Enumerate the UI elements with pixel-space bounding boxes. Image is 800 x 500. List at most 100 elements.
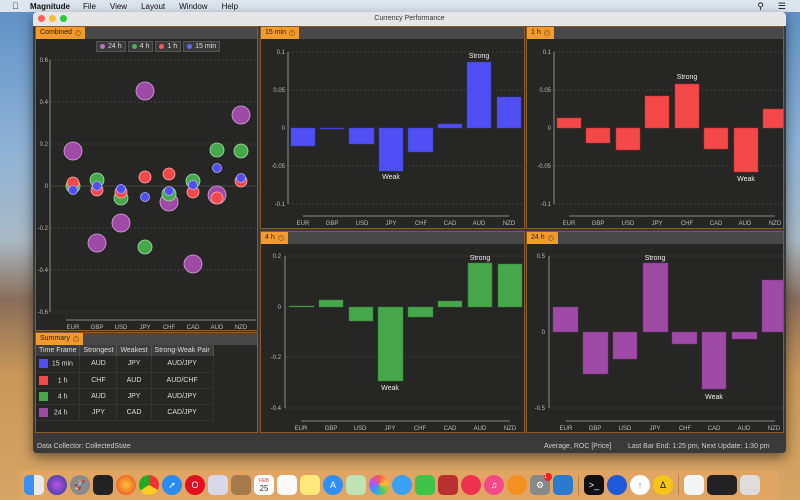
menu-view[interactable]: View xyxy=(109,1,128,11)
photo-booth-icon[interactable] xyxy=(438,475,458,495)
music-icon[interactable]: ♫ xyxy=(484,475,504,495)
svg-text:-0.05: -0.05 xyxy=(537,164,551,170)
svg-text:NZD: NZD xyxy=(768,426,781,432)
strong-label: Strong xyxy=(469,53,490,60)
reminders-icon[interactable] xyxy=(277,475,297,495)
close-tab-icon[interactable]: × xyxy=(547,235,554,241)
legend-4h[interactable]: 4 h xyxy=(127,41,154,52)
notes-icon[interactable] xyxy=(300,475,320,495)
header-time-frame[interactable]: Time Frame xyxy=(36,345,81,356)
spotlight-search-icon[interactable]: ⚲ xyxy=(757,1,764,11)
close-tab-icon[interactable]: × xyxy=(289,30,296,36)
magnitude-app-icon[interactable]: Δ xyxy=(653,475,673,495)
document-icon[interactable] xyxy=(684,475,704,495)
siri-icon[interactable] xyxy=(47,475,67,495)
contacts-icon[interactable] xyxy=(231,475,251,495)
transmit-icon[interactable]: ↑ xyxy=(630,475,650,495)
close-tab-icon[interactable]: × xyxy=(72,336,79,342)
apple-icon[interactable]:  xyxy=(12,1,22,11)
legend-1h[interactable]: 1 h xyxy=(155,41,182,52)
launchpad-icon[interactable]: 🚀 xyxy=(70,475,90,495)
xcode-icon[interactable] xyxy=(553,475,573,495)
legend-label: 4 h xyxy=(139,43,150,50)
close-tab-icon[interactable]: × xyxy=(74,30,81,36)
time-frame: 15 min xyxy=(51,360,73,368)
chrome-icon[interactable] xyxy=(139,475,159,495)
minimize-window-button[interactable] xyxy=(49,15,56,22)
menu-file[interactable]: File xyxy=(83,1,96,11)
svg-text:0.5: 0.5 xyxy=(537,254,546,260)
weakest-cell: CAD xyxy=(116,404,152,421)
table-row[interactable]: 4 h AUD JPY AUD/JPY xyxy=(36,388,214,405)
svg-text:CAD: CAD xyxy=(444,221,457,227)
combined-legend: 24 h 4 h 1 h 15 min xyxy=(96,41,221,52)
news-icon[interactable] xyxy=(461,475,481,495)
menu-help[interactable]: Help xyxy=(221,1,239,11)
tab-24h[interactable]: 24 h × xyxy=(527,232,558,244)
messages-icon[interactable] xyxy=(392,475,412,495)
svg-text:0.2: 0.2 xyxy=(273,254,282,260)
finder-icon[interactable] xyxy=(24,475,44,495)
menu-layout[interactable]: Layout xyxy=(141,1,166,11)
svg-text:NZD: NZD xyxy=(503,221,516,227)
firefox-icon[interactable] xyxy=(116,475,136,495)
terminal-icon[interactable]: >_ xyxy=(584,475,604,495)
minimized-window-icon[interactable] xyxy=(707,475,737,495)
panel-1h: 1 h × 0.1 0.05 0 -0.05 -0.1 Strong Weak xyxy=(526,26,784,229)
close-window-button[interactable] xyxy=(38,15,45,22)
trash-icon[interactable] xyxy=(740,475,760,495)
dock: 🚀 ➚ O FEB 25 A ♫ ⚙ 1 >_ ↑ Δ xyxy=(19,470,779,500)
svg-text:NZD: NZD xyxy=(504,426,517,432)
close-tab-icon[interactable]: × xyxy=(543,30,550,36)
svg-text:0: 0 xyxy=(278,305,282,311)
summary-panel: Summary × Time Frame Strongest Weakest St… xyxy=(35,332,258,433)
svg-text:0: 0 xyxy=(542,330,546,336)
mission-control-icon[interactable] xyxy=(93,475,113,495)
strong-label: Strong xyxy=(645,255,666,262)
tab-4h[interactable]: 4 h × xyxy=(261,232,288,244)
legend-15min[interactable]: 15 min xyxy=(183,41,221,52)
maps-icon[interactable] xyxy=(346,475,366,495)
table-row[interactable]: 15 min AUD JPY AUD/JPY xyxy=(36,356,214,373)
weak-label: Weak xyxy=(381,385,399,392)
dock-separator xyxy=(578,475,579,495)
menu-window[interactable]: Window xyxy=(179,1,208,11)
svg-text:0.1: 0.1 xyxy=(277,50,286,56)
system-preferences-icon[interactable]: ⚙ 1 xyxy=(530,473,552,495)
pair-cell: CAD/JPY xyxy=(151,404,214,421)
svg-text:AUD: AUD xyxy=(211,325,224,331)
app-window: Currency Performance Combined × 24 h 4 h … xyxy=(33,12,786,453)
table-row[interactable]: 24 h JPY CAD CAD/JPY xyxy=(36,404,214,421)
tab-label: 15 min xyxy=(265,29,287,36)
tab-15min[interactable]: 15 min × xyxy=(261,27,300,39)
svg-text:USD: USD xyxy=(622,221,635,227)
books-icon[interactable] xyxy=(507,475,527,495)
close-tab-icon[interactable]: × xyxy=(277,235,284,241)
header-weakest[interactable]: Weakest xyxy=(116,345,152,356)
weak-label: Weak xyxy=(705,394,723,401)
legend-24h[interactable]: 24 h xyxy=(96,41,126,52)
svg-text:EUR: EUR xyxy=(563,221,576,227)
tab-combined[interactable]: Combined × xyxy=(36,27,85,39)
color-swatch xyxy=(39,391,48,401)
header-strongest[interactable]: Strongest xyxy=(79,345,118,356)
photos-icon[interactable] xyxy=(369,475,389,495)
tab-summary[interactable]: Summary × xyxy=(36,333,83,345)
opera-icon[interactable]: O xyxy=(185,475,205,495)
header-pair[interactable]: Strong-Weak Pair xyxy=(151,345,214,356)
sourcetree-icon[interactable] xyxy=(607,475,627,495)
zoom-window-button[interactable] xyxy=(60,15,67,22)
svg-text:CHF: CHF xyxy=(163,325,176,331)
pair-cell: AUD/CHF xyxy=(151,372,214,389)
menu-app-name[interactable]: Magnitude xyxy=(30,1,70,11)
table-row[interactable]: 1 h CHF AUD AUD/CHF xyxy=(36,372,214,389)
tab-1h[interactable]: 1 h × xyxy=(527,27,554,39)
calendar-icon[interactable]: FEB 25 xyxy=(254,475,274,495)
app-store-icon[interactable]: A xyxy=(323,475,343,495)
svg-text:USD: USD xyxy=(115,325,128,331)
combined-panel: Combined × 24 h 4 h 1 h 15 min 0.6 0.4 0.2… xyxy=(35,26,258,331)
facetime-icon[interactable] xyxy=(415,475,435,495)
preview-icon[interactable] xyxy=(208,475,228,495)
notification-center-icon[interactable]: ☰ xyxy=(777,1,786,11)
safari-icon[interactable]: ➚ xyxy=(162,475,182,495)
